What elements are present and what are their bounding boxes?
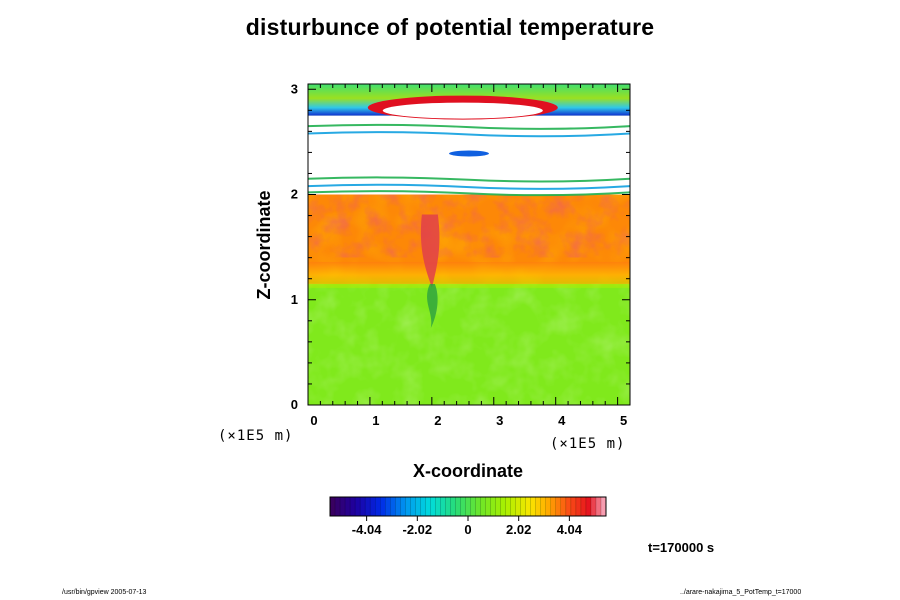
x-tick-label-4: 4 [558, 413, 566, 428]
colorbar-cell [450, 497, 456, 516]
chart-title: disturbunce of potential temperature [245, 14, 655, 40]
colorbar-cell [535, 497, 542, 516]
x-tick-label-0: 0 [310, 413, 317, 428]
colorbar-cell [430, 497, 436, 516]
colorbar-cell [510, 497, 517, 516]
colorbar-cell [555, 497, 562, 516]
y-tick-label-2: 2 [291, 187, 298, 202]
colorbar-cell [400, 497, 406, 516]
colorbar-cell [360, 497, 366, 516]
colorbar-cell [385, 497, 391, 516]
colorbar-cell [475, 497, 481, 516]
footer-right: ../arare-nakajima_5_PotTemp_t=17000 [680, 589, 802, 596]
colorbar-cell [585, 497, 592, 516]
x-tick-label-3: 3 [496, 413, 503, 428]
heatmap-plume-tail [427, 283, 438, 328]
colorbar-cell [335, 497, 341, 516]
colorbar-tick-label-3: 2.02 [506, 522, 531, 537]
y-tick-label-0: 0 [291, 397, 298, 412]
colorbar-cell [505, 497, 512, 516]
x-axis-title: X-coordinate [413, 461, 523, 481]
colorbar-cell [345, 497, 351, 516]
colorbar-cell [465, 497, 471, 516]
colorbar-cell [490, 497, 496, 516]
y-axis-title: Z-coordinate [254, 190, 274, 299]
colorbar-cell [480, 497, 486, 516]
colorbar-cell [520, 497, 527, 516]
colorbar-tick-label-1: -2.02 [402, 522, 432, 537]
colorbar-cell [410, 497, 416, 516]
colorbar-cell [540, 497, 547, 516]
colorbar: -4.04 -2.02 0 2.02 4.04 [329, 496, 607, 537]
colorbar-cell [340, 497, 346, 516]
colorbar-cell [415, 497, 421, 516]
colorbar-tick-label-2: 0 [464, 522, 471, 537]
colorbar-cell [460, 497, 466, 516]
colorbar-tick-label-4: 4.04 [557, 522, 583, 537]
colorbar-cell [515, 497, 522, 516]
heatmap-gap-line-2 [307, 176, 631, 183]
colorbar-cell [565, 497, 572, 516]
colorbar-cell [425, 497, 431, 516]
colorbar-cell [370, 497, 376, 516]
colorbar-cell [365, 497, 371, 516]
colorbar-cell [495, 497, 502, 516]
colorbar-cell [560, 497, 567, 516]
colorbar-cell [350, 497, 356, 516]
heatmap [307, 84, 631, 405]
colorbar-cell [375, 497, 381, 516]
colorbar-cell [390, 497, 396, 516]
colorbar-cell [420, 497, 426, 516]
colorbar-cell [530, 497, 537, 516]
colorbar-cell [380, 497, 386, 516]
heatmap-texture-warm-red [308, 194, 630, 258]
colorbar-cell [470, 497, 476, 516]
x-tick-label-2: 2 [434, 413, 441, 428]
colorbar-cell [355, 497, 361, 516]
colorbar-cell [575, 497, 582, 516]
heatmap-gap-line-4 [307, 190, 631, 197]
colorbar-cell [525, 497, 532, 516]
axes: 0 1 2 3 4 5 0 1 2 3 [291, 81, 631, 428]
heatmap-top-white-blob [382, 102, 543, 119]
colorbar-cell [440, 497, 446, 516]
time-label: t=170000 s [648, 540, 715, 555]
x-tick-label-5: 5 [620, 413, 627, 428]
colorbar-cell [580, 497, 587, 516]
colorbar-cell [395, 497, 401, 516]
heatmap-texture-lower [308, 283, 630, 405]
colorbar-cell [330, 497, 336, 516]
colorbar-cell [570, 497, 577, 516]
colorbar-cell [405, 497, 411, 516]
colorbar-cell [435, 497, 441, 516]
y-axis-unit: (×1E5 m) [218, 428, 293, 444]
colorbar-cell [500, 497, 507, 516]
colorbar-cell [595, 497, 602, 516]
footer-left: /usr/bin/gpview 2005-07-13 [62, 589, 147, 596]
colorbar-cell [590, 497, 597, 516]
colorbar-cell [455, 497, 461, 516]
y-tick-label-3: 3 [291, 81, 298, 96]
colorbar-cell [485, 497, 491, 516]
heatmap-transition-band [308, 261, 630, 288]
x-axis-unit: (×1E5 m) [550, 436, 625, 452]
heatmap-gap-line-0 [307, 123, 631, 130]
y-tick-label-1: 1 [291, 292, 298, 307]
heatmap-gap-line-1 [307, 131, 631, 138]
colorbar-tick-label-0: -4.04 [352, 522, 382, 537]
colorbar-cell [550, 497, 557, 516]
colorbar-cell [545, 497, 552, 516]
x-tick-label-1: 1 [372, 413, 379, 428]
heatmap-gap-blob [449, 150, 489, 157]
heatmap-gap-line-3 [307, 183, 631, 190]
heatmap-plume [420, 214, 440, 288]
colorbar-cell [600, 497, 607, 516]
colorbar-cell [445, 497, 451, 516]
